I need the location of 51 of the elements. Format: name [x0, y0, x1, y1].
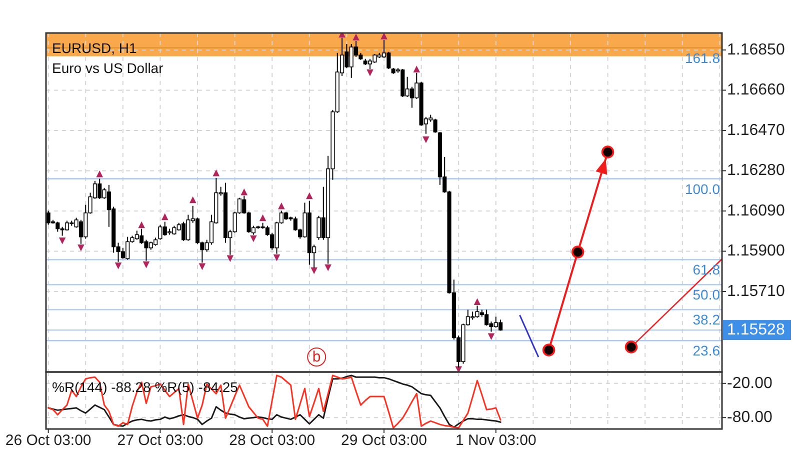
ref-line-label: 38.2 [692, 312, 720, 328]
point [352, 34, 360, 40]
ref-line-label: 100.0 [684, 180, 720, 197]
point [366, 69, 374, 76]
y-tick-label: 1.16090 [727, 202, 785, 220]
candlestick [64, 220, 70, 232]
point [278, 202, 285, 210]
point [306, 192, 313, 200]
point [273, 254, 280, 262]
annotation: b [312, 348, 321, 366]
y-tick-label: 1.16660 [727, 82, 785, 99]
ref-line-label: 50.0 [692, 286, 720, 303]
x-tick-label: 29 Oct 03:00 [341, 432, 427, 449]
point [212, 169, 220, 176]
y-tick-label: 1.15710 [727, 282, 785, 300]
point [422, 136, 430, 144]
x-tick-label: 26 Oct 03:00 [5, 432, 92, 449]
text: EURUSD, H1 [52, 40, 138, 56]
point [380, 33, 388, 40]
point [78, 244, 84, 252]
point [250, 235, 257, 242]
y-tick-label: -20.00 [727, 374, 772, 392]
x-tick-label: 27 Oct 03:00 [117, 432, 204, 449]
point [58, 237, 66, 244]
y-tick-label: -80.00 [727, 409, 772, 426]
point [142, 261, 150, 268]
ref-line-label: 23.6 [692, 342, 720, 359]
x-tick-label: 1 Nov 03:00 [455, 432, 536, 449]
point [310, 267, 318, 274]
y-tick-label: 1.16850 [727, 41, 785, 58]
point [226, 255, 234, 262]
point [161, 213, 168, 220]
point [259, 214, 266, 222]
point [198, 263, 206, 270]
point [324, 264, 332, 272]
candlestick [410, 86, 414, 108]
point [240, 188, 248, 196]
point [488, 333, 495, 340]
point [474, 298, 481, 306]
y-tick-label: 1.16470 [727, 122, 785, 139]
point [455, 366, 462, 372]
point [96, 170, 104, 178]
y-tick-label: 1.16280 [727, 162, 785, 180]
text: Euro vs US Dollar [52, 60, 164, 76]
point [138, 221, 145, 228]
point [114, 262, 122, 270]
point [413, 66, 420, 72]
x-tick-label: 28 Oct 03:00 [229, 432, 316, 449]
y-tick-label: 1.15900 [727, 242, 785, 260]
ref-line-label: 1.15528 [727, 322, 785, 339]
point [189, 196, 196, 204]
